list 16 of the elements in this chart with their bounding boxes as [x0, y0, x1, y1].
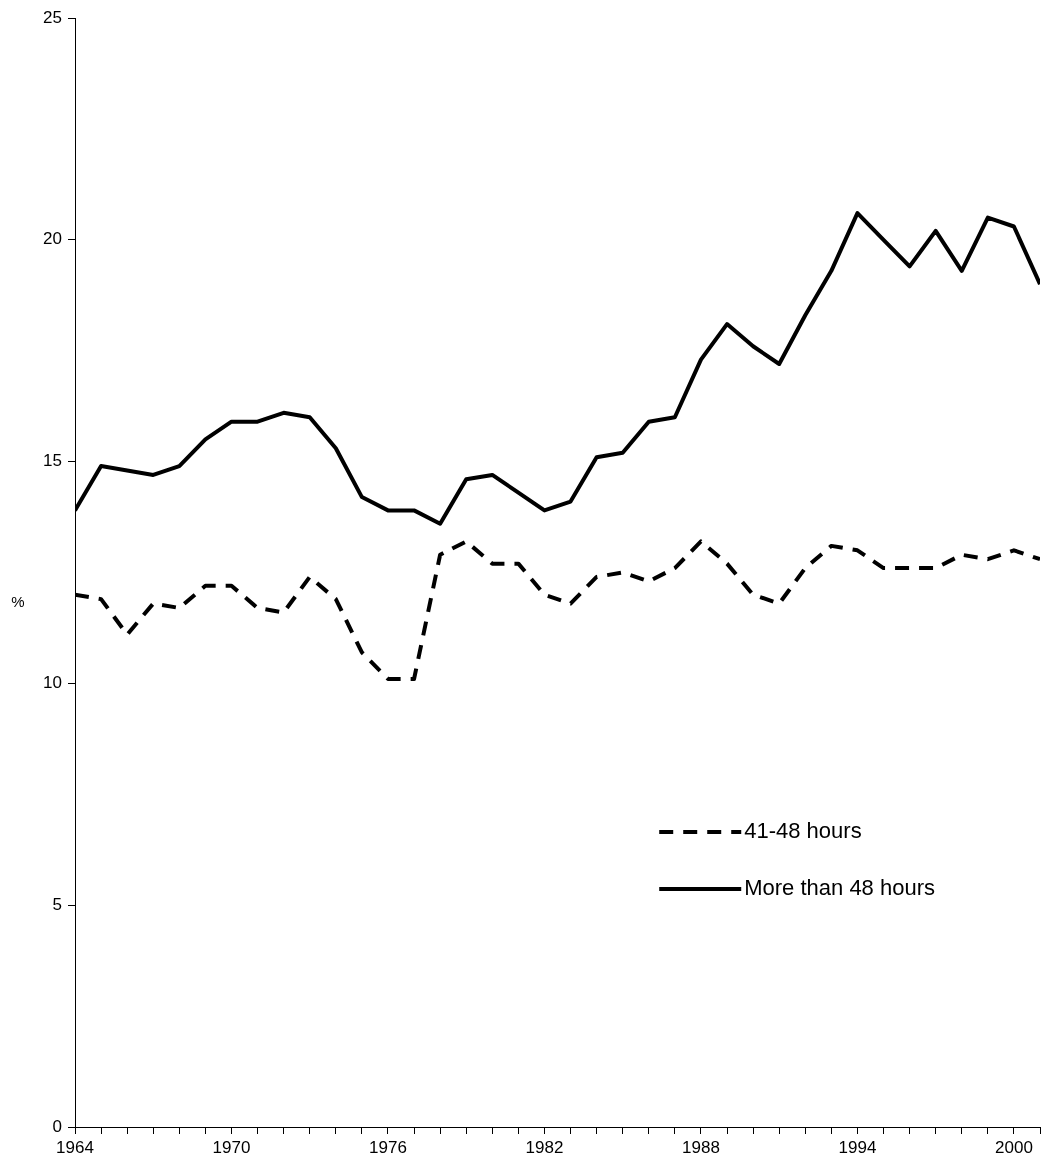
x-tick-label: 2000 — [995, 1137, 1033, 1157]
y-tick-label: 5 — [52, 894, 62, 914]
x-tick-label: 1988 — [682, 1137, 720, 1157]
y-tick-label: 15 — [43, 451, 62, 471]
legend-label: 41-48 hours — [744, 818, 862, 844]
x-tick-label: 1976 — [369, 1137, 407, 1157]
legend-label: More than 48 hours — [744, 875, 935, 901]
x-tick-label: 1982 — [525, 1137, 564, 1157]
y-tick-label: 0 — [52, 1116, 62, 1136]
y-tick-label: 10 — [43, 673, 62, 693]
y-tick-label: 25 — [43, 7, 62, 27]
x-tick-label: 1970 — [212, 1137, 251, 1157]
y-tick-label: 20 — [43, 229, 62, 249]
y-axis-title: % — [11, 592, 25, 610]
x-tick-label: 1964 — [56, 1137, 94, 1157]
x-tick-label: 1994 — [838, 1137, 877, 1157]
